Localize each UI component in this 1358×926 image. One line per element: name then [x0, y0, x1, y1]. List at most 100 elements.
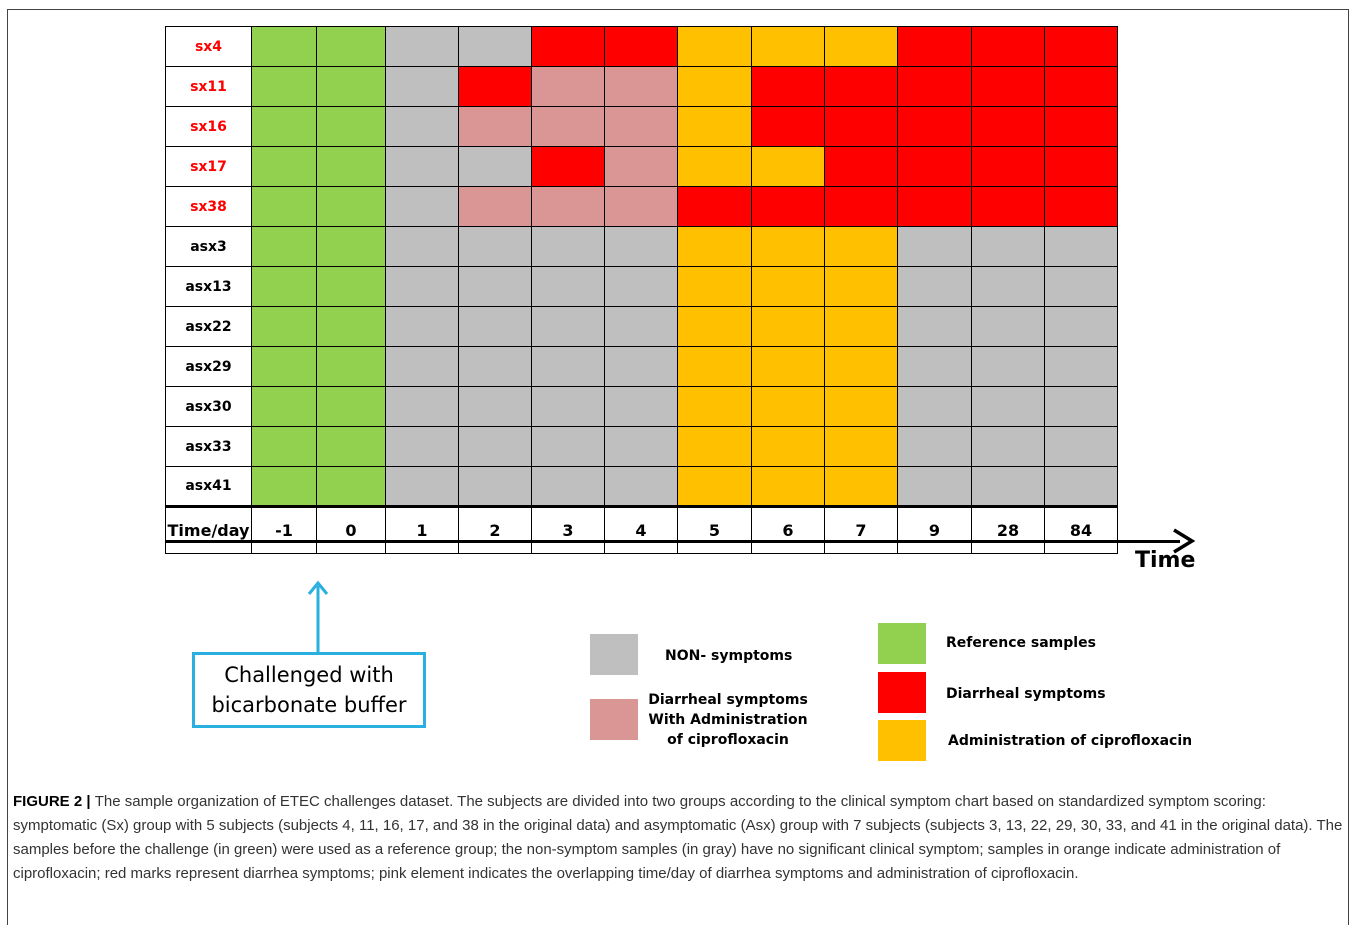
grid-cell-sx17-day-9	[897, 146, 972, 187]
grid-cell-sx38-day-6	[751, 186, 825, 227]
grid-cell-sx16-day--1	[251, 106, 317, 147]
legend-label-administration: Administration of ciprofloxacin	[948, 733, 1193, 749]
legend-label-reference: Reference samples	[946, 635, 1096, 651]
challenge-annotation: Challenged with bicarbonate buffer	[192, 652, 426, 728]
grid-cell-sx17-day-0	[316, 146, 386, 187]
grid-cell-sx4-day-9	[897, 26, 972, 67]
grid-cell-asx3-day-84	[1044, 226, 1118, 267]
grid-cell-sx4-day-6	[751, 26, 825, 67]
row-label: sx16	[165, 106, 252, 147]
grid-cell-asx30-day-9	[897, 386, 972, 427]
grid-cell-sx17-day-3	[531, 146, 605, 187]
grid-cell-asx41-day--1	[251, 466, 317, 507]
grid-row-asx29: asx29	[165, 346, 1118, 387]
grid-cell-asx22-day--1	[251, 306, 317, 347]
grid-cell-asx30-day-84	[1044, 386, 1118, 427]
grid-cell-sx11-day-1	[385, 66, 459, 107]
grid-cell-asx13-day-2	[458, 266, 532, 307]
grid-cell-asx41-day-9	[897, 466, 972, 507]
grid-cell-asx29-day-1	[385, 346, 459, 387]
legend-overlap-line-1: Diarrheal symptoms	[648, 692, 808, 708]
row-label: sx38	[165, 186, 252, 227]
row-label: asx22	[165, 306, 252, 347]
grid-cell-asx33-day-84	[1044, 426, 1118, 467]
grid-cell-asx22-day-6	[751, 306, 825, 347]
grid-cell-asx33-day-0	[316, 426, 386, 467]
grid-cell-asx30-day-5	[677, 386, 752, 427]
grid-cell-asx29-day-7	[824, 346, 898, 387]
grid-cell-asx33-day-1	[385, 426, 459, 467]
grid-cell-sx4-day-3	[531, 26, 605, 67]
grid-cell-asx3-day-6	[751, 226, 825, 267]
grid-cell-asx41-day-0	[316, 466, 386, 507]
grid-cell-sx38-day-1	[385, 186, 459, 227]
grid-cell-asx30-day-0	[316, 386, 386, 427]
challenge-line-1: Challenged with	[224, 663, 394, 687]
grid-cell-asx30-day-6	[751, 386, 825, 427]
grid-cell-sx38-day-7	[824, 186, 898, 227]
grid-cell-sx11-day-28	[971, 66, 1045, 107]
grid-cell-sx16-day-5	[677, 106, 752, 147]
legend-swatch-administration	[878, 720, 926, 761]
grid-cell-asx33-day-5	[677, 426, 752, 467]
grid-cell-sx17-day-6	[751, 146, 825, 187]
row-label: asx41	[165, 466, 252, 507]
grid-cell-asx29-day-5	[677, 346, 752, 387]
grid-cell-asx13-day-84	[1044, 266, 1118, 307]
grid-cell-sx16-day-1	[385, 106, 459, 147]
grid-cell-asx22-day-28	[971, 306, 1045, 347]
day-label: 1	[385, 505, 459, 554]
grid-cell-sx4-day-84	[1044, 26, 1118, 67]
grid-cell-asx22-day-7	[824, 306, 898, 347]
grid-cell-asx13-day-6	[751, 266, 825, 307]
figure-frame	[7, 9, 1349, 925]
row-label: sx4	[165, 26, 252, 67]
row-label: asx30	[165, 386, 252, 427]
grid-cell-sx16-day-2	[458, 106, 532, 147]
grid-row-asx3: asx3	[165, 226, 1118, 267]
day-label: 5	[677, 505, 752, 554]
grid-cell-asx30-day-1	[385, 386, 459, 427]
grid-cell-sx11-day-0	[316, 66, 386, 107]
grid-row-asx33: asx33	[165, 426, 1118, 467]
grid-cell-asx41-day-28	[971, 466, 1045, 507]
grid-cell-asx30-day-7	[824, 386, 898, 427]
grid-cell-asx29-day-4	[604, 346, 678, 387]
grid-cell-asx3-day-1	[385, 226, 459, 267]
time-axis-arrowhead	[1173, 528, 1196, 554]
legend-overlap-line-2: With Administration	[648, 712, 808, 728]
legend-swatch-diarrheal	[878, 672, 926, 713]
day-label: -1	[251, 505, 317, 554]
time-axis-label: Time	[1135, 548, 1196, 573]
grid-cell-asx22-day-9	[897, 306, 972, 347]
grid-cell-asx41-day-1	[385, 466, 459, 507]
grid-cell-sx4-day-2	[458, 26, 532, 67]
row-label: asx29	[165, 346, 252, 387]
grid-cell-asx13-day-4	[604, 266, 678, 307]
grid-cell-asx29-day-9	[897, 346, 972, 387]
legend-label-overlap: Diarrheal symptoms With Administration o…	[648, 690, 808, 750]
grid-cell-sx11-day--1	[251, 66, 317, 107]
grid-cell-sx38-day-2	[458, 186, 532, 227]
grid-cell-asx33-day-9	[897, 426, 972, 467]
grid-cell-sx16-day-3	[531, 106, 605, 147]
grid-cell-sx17-day-2	[458, 146, 532, 187]
day-label: 4	[604, 505, 678, 554]
grid-cell-sx4-day-1	[385, 26, 459, 67]
grid-cell-asx3-day-28	[971, 226, 1045, 267]
grid-cell-asx22-day-2	[458, 306, 532, 347]
challenge-line-2: bicarbonate buffer	[211, 693, 407, 717]
grid-cell-sx11-day-5	[677, 66, 752, 107]
grid-cell-asx41-day-2	[458, 466, 532, 507]
grid-cell-sx4-day-5	[677, 26, 752, 67]
grid-cell-asx33-day-2	[458, 426, 532, 467]
figure-caption: FIGURE 2 | The sample organization of ET…	[13, 790, 1343, 886]
day-label: 6	[751, 505, 825, 554]
legend-label-diarrheal: Diarrheal symptoms	[946, 686, 1106, 702]
grid-cell-asx41-day-3	[531, 466, 605, 507]
grid-cell-sx11-day-6	[751, 66, 825, 107]
grid-cell-sx38-day-4	[604, 186, 678, 227]
grid-cell-asx13-day-3	[531, 266, 605, 307]
legend-overlap-line-3: of ciprofloxacin	[667, 732, 789, 748]
grid-cell-asx22-day-5	[677, 306, 752, 347]
